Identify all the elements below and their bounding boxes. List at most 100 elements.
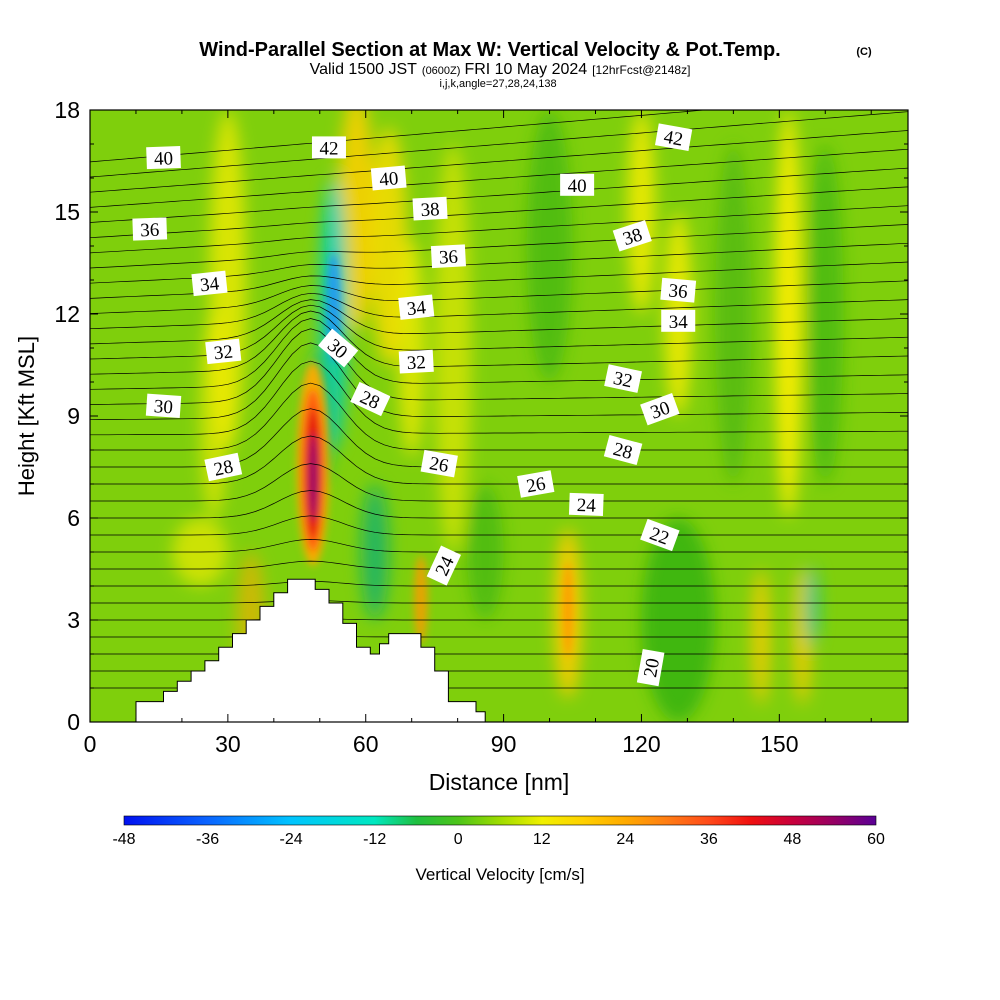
- theta-contour: [90, 318, 908, 390]
- velocity-blob: [397, 239, 426, 457]
- colorbar-tick-label: -48: [112, 831, 135, 848]
- theta-contour: [90, 360, 908, 436]
- theta-contour: [90, 310, 908, 375]
- x-tick-label: 60: [353, 731, 379, 757]
- contour-label-box: [654, 123, 693, 151]
- contour-label-box: [640, 393, 680, 426]
- theta-contours: [90, 110, 908, 689]
- contour-label-box: [430, 244, 467, 269]
- contour-label: 30: [145, 393, 182, 418]
- colorbar-tick-label: 36: [700, 831, 718, 848]
- contour-label-text: 34: [406, 297, 428, 320]
- x-tick-label: 0: [84, 731, 97, 757]
- theta-contour: [90, 328, 908, 405]
- velocity-blob: [806, 144, 844, 484]
- contour-label: 32: [398, 349, 434, 374]
- contour-label: 36: [660, 277, 697, 303]
- colorbar-tick-label: -24: [280, 831, 303, 848]
- theta-contour: [90, 435, 908, 485]
- contour-label: 36: [132, 217, 168, 241]
- theta-contour: [90, 560, 908, 570]
- contour-label-box: [145, 393, 182, 418]
- colorbar-tick-label: -36: [196, 831, 219, 848]
- contour-label-text: 42: [662, 127, 684, 151]
- x-tick-label: 30: [215, 731, 241, 757]
- y-tick-labels: 0 3 6 9 12 15 18: [54, 97, 80, 735]
- theta-contour: [90, 167, 908, 223]
- contour-label-box: [205, 338, 242, 365]
- theta-contour: [90, 110, 710, 163]
- contour-label-box: [426, 545, 462, 586]
- contour-label: 34: [398, 294, 435, 320]
- contour-label-text: 20: [640, 657, 664, 679]
- contour-label-text: 38: [420, 199, 440, 221]
- contour-label-box: [311, 136, 346, 159]
- title-mark: (C): [856, 46, 872, 58]
- theta-contour: [90, 600, 908, 604]
- colorbar-tick-label: 60: [867, 831, 885, 848]
- theta-contour: [90, 111, 908, 178]
- contour-label-box: [412, 196, 448, 221]
- colorbar-tick-label: 12: [533, 831, 551, 848]
- contour-label-box: [132, 217, 168, 241]
- colorbar: [123, 815, 877, 826]
- contour-label-text: 26: [525, 473, 547, 497]
- contour-label-box: [398, 294, 435, 320]
- theta-contour: [90, 242, 908, 284]
- y-tick-label: 15: [54, 199, 80, 225]
- x-tick-label: 150: [760, 731, 798, 757]
- colorbar-tick-label: 24: [616, 831, 634, 848]
- velocity-blob: [361, 484, 389, 620]
- contour-label-text: 40: [378, 168, 399, 191]
- axis-ticks: [89, 109, 908, 723]
- contour-label: 40: [146, 146, 181, 170]
- contour-label-box: [204, 452, 243, 482]
- contour-label-box: [398, 349, 434, 374]
- velocity-blob: [804, 565, 819, 648]
- contour-label-box: [350, 381, 391, 417]
- contour-label-text: 30: [153, 396, 173, 418]
- theta-contour: [90, 342, 908, 421]
- contour-label: 28: [603, 434, 643, 466]
- contour-label-box: [661, 309, 696, 332]
- x-axis-label: Distance [nm]: [429, 769, 570, 795]
- contour-label-box: [517, 470, 555, 498]
- contour-label-box: [660, 277, 697, 303]
- contour-label: 40: [560, 173, 595, 197]
- contour-label: 42: [311, 136, 346, 159]
- contour-label: 28: [204, 452, 243, 482]
- contour-label: 22: [640, 518, 680, 552]
- theta-contour: [90, 382, 908, 451]
- colorbar-tick-label: 48: [784, 831, 802, 848]
- x-tick-labels: 0 30 60 90 120 150: [84, 731, 799, 757]
- colorbar-tick-label: -12: [363, 831, 386, 848]
- theta-contour: [90, 515, 908, 536]
- contour-label-text: 26: [428, 453, 450, 477]
- velocity-blob: [526, 110, 573, 382]
- theta-contour: [90, 292, 908, 330]
- contour-label-text: 34: [669, 312, 689, 333]
- contour-label-box: [146, 146, 181, 170]
- theta-contour: [90, 539, 908, 553]
- y-tick-label: 6: [67, 505, 80, 531]
- x-tick-label: 90: [491, 731, 517, 757]
- velocity-core: [309, 433, 318, 522]
- colorbar-label: Vertical Velocity [cm/s]: [415, 865, 584, 884]
- y-tick-label: 9: [67, 403, 80, 429]
- contour-label-text: 40: [568, 176, 587, 197]
- contour-label-text: 28: [611, 439, 635, 464]
- chart-title: Wind-Parallel Section at Max W: Vertical…: [199, 39, 780, 61]
- contour-label: 38: [412, 196, 448, 221]
- velocity-blob: [774, 110, 803, 518]
- contour-label-text: 32: [611, 368, 634, 392]
- contour-label-text: 32: [213, 341, 234, 364]
- theta-contour: [90, 490, 908, 519]
- velocity-blob: [627, 110, 656, 314]
- contour-label-text: 36: [668, 280, 689, 303]
- y-tick-label: 18: [54, 97, 80, 123]
- colorbar-tick-label: 0: [454, 831, 463, 848]
- y-tick-label: 0: [67, 709, 80, 735]
